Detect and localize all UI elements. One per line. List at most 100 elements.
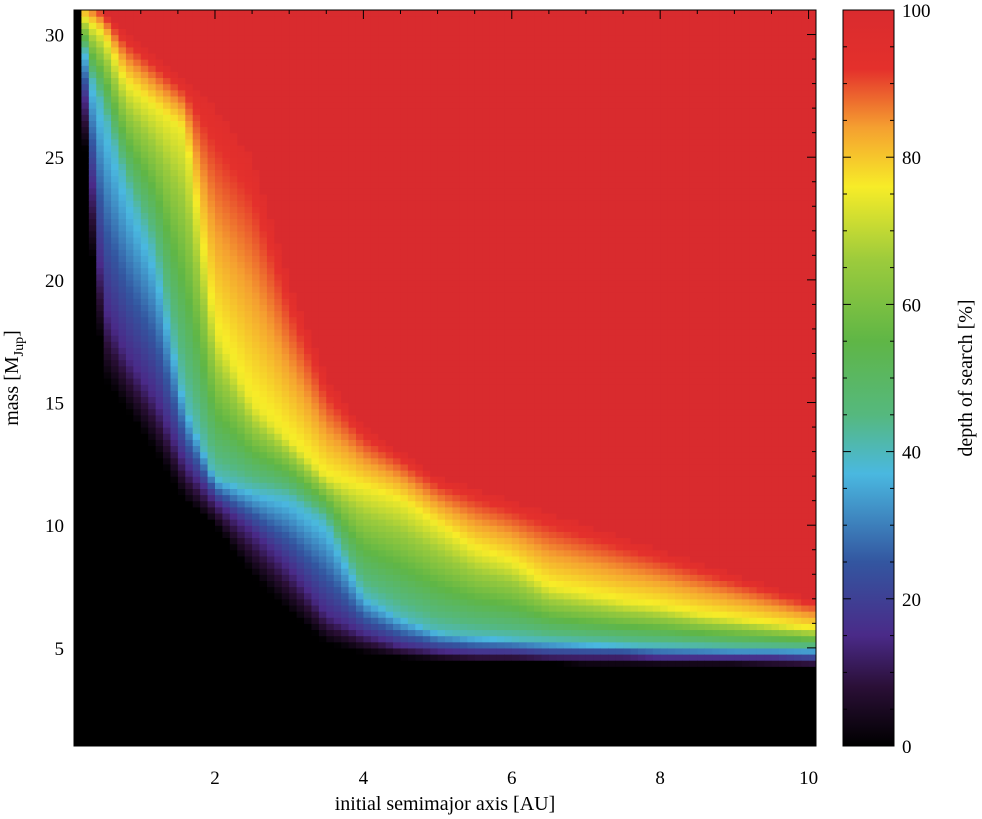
heatmap-cell <box>297 507 305 514</box>
heatmap-cell <box>126 421 134 428</box>
heatmap-cell <box>156 568 164 575</box>
heatmap-cell <box>282 280 290 287</box>
heatmap-cell <box>193 298 201 305</box>
heatmap-cell <box>111 341 119 348</box>
heatmap-cell <box>230 335 238 342</box>
heatmap-cell <box>252 317 260 324</box>
heatmap-cell <box>156 59 164 66</box>
heatmap-cell <box>326 304 334 311</box>
heatmap-cell <box>341 219 349 226</box>
heatmap-cell <box>282 237 290 244</box>
heatmap-cell <box>311 249 319 256</box>
heatmap-cell <box>378 482 386 489</box>
heatmap-cell <box>208 660 216 667</box>
heatmap-cell <box>356 53 364 60</box>
heatmap-cell <box>289 366 297 373</box>
heatmap-cell <box>126 200 134 207</box>
heatmap-cell <box>245 28 253 35</box>
heatmap-cell <box>230 329 238 336</box>
heatmap-cell <box>148 433 156 440</box>
heatmap-cell <box>215 360 223 367</box>
heatmap-cell <box>208 519 216 526</box>
heatmap-cell <box>141 120 149 127</box>
heatmap-cell <box>74 22 82 29</box>
heatmap-cell <box>237 102 245 109</box>
heatmap-cell <box>304 378 312 385</box>
heatmap-cell <box>74 304 82 311</box>
heatmap-cell <box>104 709 112 716</box>
heatmap-cell <box>148 476 156 483</box>
heatmap-cell <box>252 666 260 673</box>
heatmap-cell <box>156 697 164 704</box>
heatmap-cell <box>163 10 171 17</box>
heatmap-cell <box>222 366 230 373</box>
heatmap-cell <box>119 433 127 440</box>
heatmap-cell <box>319 317 327 324</box>
heatmap-cell <box>200 691 208 698</box>
heatmap-cell <box>141 225 149 232</box>
heatmap-cell <box>230 114 238 121</box>
heatmap-cell <box>96 35 104 42</box>
heatmap-cell <box>245 268 253 275</box>
heatmap-cell <box>237 611 245 618</box>
heatmap-cell <box>245 145 253 152</box>
heatmap-cell <box>141 611 149 618</box>
heatmap-cell <box>319 341 327 348</box>
heatmap-cell <box>208 445 216 452</box>
heatmap-cell <box>178 59 186 66</box>
heatmap-cell <box>222 617 230 624</box>
heatmap-cell <box>230 268 238 275</box>
heatmap-cell <box>274 629 282 636</box>
heatmap-cell <box>326 501 334 508</box>
heatmap-cell <box>81 323 89 330</box>
heatmap-cell <box>215 433 223 440</box>
heatmap-cell <box>170 255 178 262</box>
heatmap-cell <box>170 133 178 140</box>
heatmap-cell <box>363 237 371 244</box>
heatmap-cell <box>96 59 104 66</box>
heatmap-cell <box>230 415 238 422</box>
heatmap-cell <box>104 439 112 446</box>
heatmap-cell <box>245 433 253 440</box>
heatmap-cell <box>311 525 319 532</box>
heatmap-cell <box>111 672 119 679</box>
heatmap-cell <box>274 544 282 551</box>
heatmap-cell <box>126 41 134 48</box>
heatmap-cell <box>230 599 238 606</box>
heatmap-cell <box>104 679 112 686</box>
heatmap-cell <box>163 151 171 158</box>
heatmap-cell <box>81 182 89 189</box>
heatmap-cell <box>371 513 379 520</box>
heatmap-cell <box>178 458 186 465</box>
heatmap-cell <box>341 409 349 416</box>
heatmap-cell <box>289 231 297 238</box>
heatmap-cell <box>237 96 245 103</box>
heatmap-cell <box>260 519 268 526</box>
heatmap-cell <box>126 255 134 262</box>
heatmap-cell <box>341 151 349 158</box>
heatmap-cell <box>193 421 201 428</box>
heatmap-cell <box>260 458 268 465</box>
heatmap-cell <box>89 255 97 262</box>
heatmap-cell <box>133 35 141 42</box>
heatmap-cell <box>237 439 245 446</box>
heatmap-cell <box>141 280 149 287</box>
heatmap-cell <box>252 151 260 158</box>
heatmap-cell <box>126 636 134 643</box>
heatmap-cell <box>341 623 349 630</box>
heatmap-cell <box>74 531 82 538</box>
heatmap-cell <box>304 169 312 176</box>
heatmap-cell <box>74 65 82 72</box>
heatmap-cell <box>349 53 357 60</box>
heatmap-cell <box>141 353 149 360</box>
heatmap-cell <box>193 286 201 293</box>
heatmap-cell <box>200 593 208 600</box>
heatmap-cell <box>267 84 275 91</box>
heatmap-cell <box>304 237 312 244</box>
heatmap-cell <box>119 194 127 201</box>
heatmap-cell <box>170 556 178 563</box>
heatmap-cell <box>104 574 112 581</box>
heatmap-cell <box>193 672 201 679</box>
heatmap-cell <box>96 482 104 489</box>
heatmap-cell <box>200 525 208 532</box>
